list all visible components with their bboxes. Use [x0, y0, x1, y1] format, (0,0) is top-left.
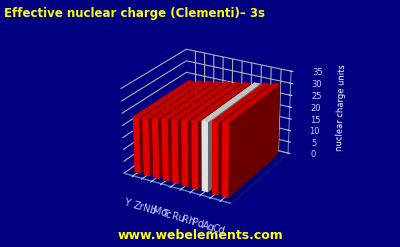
Text: Effective nuclear charge (Clementi)– 3s: Effective nuclear charge (Clementi)– 3s — [4, 7, 265, 21]
Text: www.webelements.com: www.webelements.com — [117, 229, 283, 242]
